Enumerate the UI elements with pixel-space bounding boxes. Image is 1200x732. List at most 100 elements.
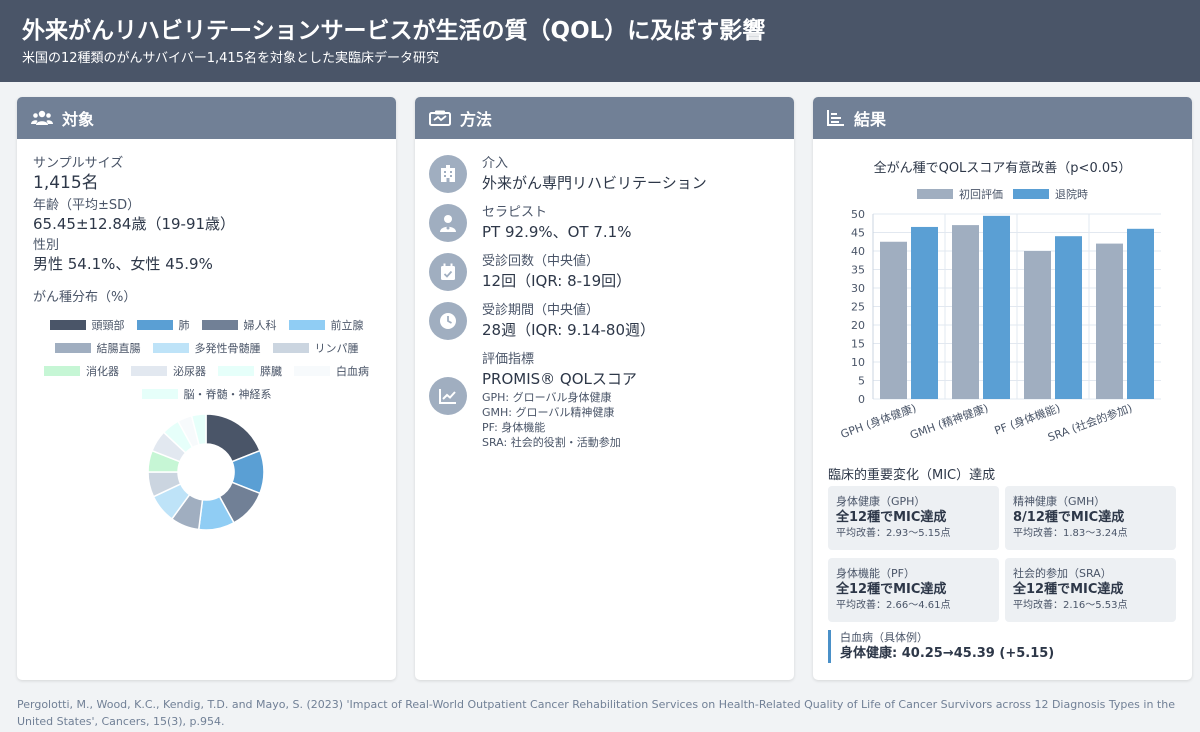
y-tick-label: 30 <box>851 282 865 295</box>
y-tick-label: 0 <box>858 393 865 406</box>
pie-legend: 頭頸部 肺 婦人科 前立腺結腸直腸 多発性骨髄腫 リンパ腫消化器 泌尿器 膵臓 白血病脳・脊髄・… <box>17 317 396 409</box>
legend-item: 膵臓 <box>218 363 282 379</box>
legend-item: 消化器 <box>44 363 119 379</box>
legend-item: 婦人科 <box>201 317 277 333</box>
legend-swatch <box>201 320 238 330</box>
legend-label: 白血病 <box>336 365 369 378</box>
cancer-type-donut-chart <box>147 413 265 531</box>
mic-box-pf: 身体機能（PF） 全12種でMIC達成 平均改善：2.66〜4.61点 <box>828 558 999 622</box>
mic-value: 8/12種でMIC達成 <box>1013 510 1125 525</box>
measure-value: PROMIS® QOLスコア <box>482 370 637 388</box>
legend-item: リンパ腫 <box>272 340 359 356</box>
target-card-header: 対象 <box>17 97 396 139</box>
method-value: 12回（IQR: 8-19回） <box>482 272 632 290</box>
sample-size-value: 1,415名 <box>33 173 99 193</box>
legend-label: 泌尿器 <box>173 365 206 378</box>
legend-swatch <box>131 366 167 376</box>
age-value: 65.45±12.84歳（19-91歳） <box>33 215 236 233</box>
y-tick-label: 25 <box>851 301 865 314</box>
method-card-header: 方法 <box>415 97 794 139</box>
sex-value: 男性 54.1%、女性 45.9% <box>33 255 213 273</box>
age-label: 年齢（平均±SD） <box>33 198 141 213</box>
method-card-title: 方法 <box>460 110 493 129</box>
bar <box>1055 236 1082 399</box>
clipboard-icon <box>429 110 451 126</box>
legend-label: リンパ腫 <box>314 342 359 355</box>
legend-label: 前立腺 <box>330 319 364 332</box>
legend-label: 結腸直腸 <box>96 342 141 355</box>
legend-swatch <box>49 320 86 330</box>
hospital-icon <box>429 155 467 193</box>
legend-item: 多発性骨髄腫 <box>152 340 261 356</box>
method-label: セラピスト <box>482 205 548 220</box>
legend-label: 婦人科 <box>243 319 277 332</box>
citation-footer: Pergolotti, M., Wood, K.C., Kendig, T.D.… <box>17 698 1175 728</box>
legend-label: 消化器 <box>86 365 119 378</box>
legend-swatch <box>141 389 178 399</box>
legend-swatch <box>917 189 953 199</box>
bar-chart-legend: 初回評価 退院時 <box>825 186 1180 202</box>
legend-swatch <box>288 320 325 330</box>
bar <box>983 215 1010 399</box>
method-label: 介入 <box>482 156 509 171</box>
method-label: 受診期間（中央値） <box>482 303 600 318</box>
legend-label: 退院時 <box>1055 188 1088 201</box>
measure-note: GMH: グローバル精神健康 <box>482 406 615 419</box>
bar <box>911 226 938 399</box>
page-subtitle: 米国の12種類のがんサバイバー1,415名を対象とした実臨床データ研究 <box>22 51 439 66</box>
legend-swatch <box>54 343 91 353</box>
mic-sub: 平均改善：2.93〜5.15点 <box>836 528 951 539</box>
therapist-icon <box>429 204 467 242</box>
y-tick-label: 35 <box>851 264 865 277</box>
bar-chart-icon <box>827 110 844 126</box>
mic-heading: 身体健康（GPH） <box>836 495 926 508</box>
mic-sub: 平均改善：2.16〜5.53点 <box>1013 600 1128 611</box>
legend-label: 初回評価 <box>959 188 1003 201</box>
measure-note: PF: 身体機能 <box>482 421 546 434</box>
example-label: 白血病（具体例） <box>840 631 928 644</box>
results-card-header: 結果 <box>813 97 1192 139</box>
mic-value: 全12種でMIC達成 <box>836 510 947 525</box>
legend-swatch <box>294 366 330 376</box>
mic-box-gmh: 精神健康（GMH） 8/12種でMIC達成 平均改善：1.83〜3.24点 <box>1005 486 1176 550</box>
legend-item-discharge: 退院時 <box>1013 186 1088 202</box>
calendar-icon <box>429 253 467 291</box>
clock-icon <box>429 302 467 340</box>
method-value: 28週（IQR: 9.14-80週） <box>482 321 655 339</box>
y-tick-label: 45 <box>851 227 865 240</box>
legend-item: 肺 <box>136 317 190 333</box>
measure-note: SRA: 社会的役割・活動参加 <box>482 436 621 449</box>
method-item-measure: 評価指標 PROMIS® QOLスコア GPH: グローバル身体健康 GMH: … <box>429 351 780 450</box>
method-item-intervention: 介入 外来がん専門リハビリテーション <box>429 155 780 194</box>
users-icon <box>31 110 53 125</box>
legend-item: 脳・脊髄・神経系 <box>141 386 272 402</box>
chart-line-icon <box>429 377 467 415</box>
legend-swatch <box>1013 189 1049 199</box>
results-card-title: 結果 <box>854 110 887 129</box>
bar <box>1127 228 1154 399</box>
mic-heading: 精神健康（GMH） <box>1013 495 1106 508</box>
sample-size-label: サンプルサイズ <box>33 156 124 171</box>
y-tick-label: 5 <box>858 375 865 388</box>
y-tick-label: 20 <box>851 319 865 332</box>
mic-title: 臨床的重要変化（MIC）達成 <box>828 468 996 483</box>
method-value: 外来がん専門リハビリテーション <box>482 174 707 192</box>
measure-note: GPH: グローバル身体健康 <box>482 391 612 404</box>
mic-sub: 平均改善：2.66〜4.61点 <box>836 600 951 611</box>
y-tick-label: 10 <box>851 356 865 369</box>
mic-heading: 社会的参加（SRA） <box>1013 567 1112 580</box>
results-card: 結果 全がん種でQOLスコア有意改善（p<0.05） 初回評価 退院時 0 5 10… <box>813 97 1192 680</box>
donut-slice <box>190 413 207 446</box>
sex-label: 性別 <box>33 238 60 253</box>
method-label: 受診回数（中央値） <box>482 254 600 269</box>
legend-item: 白血病 <box>294 363 369 379</box>
legend-item-initial: 初回評価 <box>917 186 1003 202</box>
method-item-therapist: セラピスト PT 92.9%、OT 7.1% <box>429 204 780 243</box>
legend-swatch <box>218 366 254 376</box>
y-tick-label: 50 <box>851 209 865 221</box>
y-tick-label: 15 <box>851 338 865 351</box>
legend-label: 頭頸部 <box>91 319 125 332</box>
mic-value: 全12種でMIC達成 <box>836 582 947 597</box>
legend-label: 膵臓 <box>260 365 282 378</box>
legend-label: 多発性骨髄腫 <box>194 342 261 355</box>
